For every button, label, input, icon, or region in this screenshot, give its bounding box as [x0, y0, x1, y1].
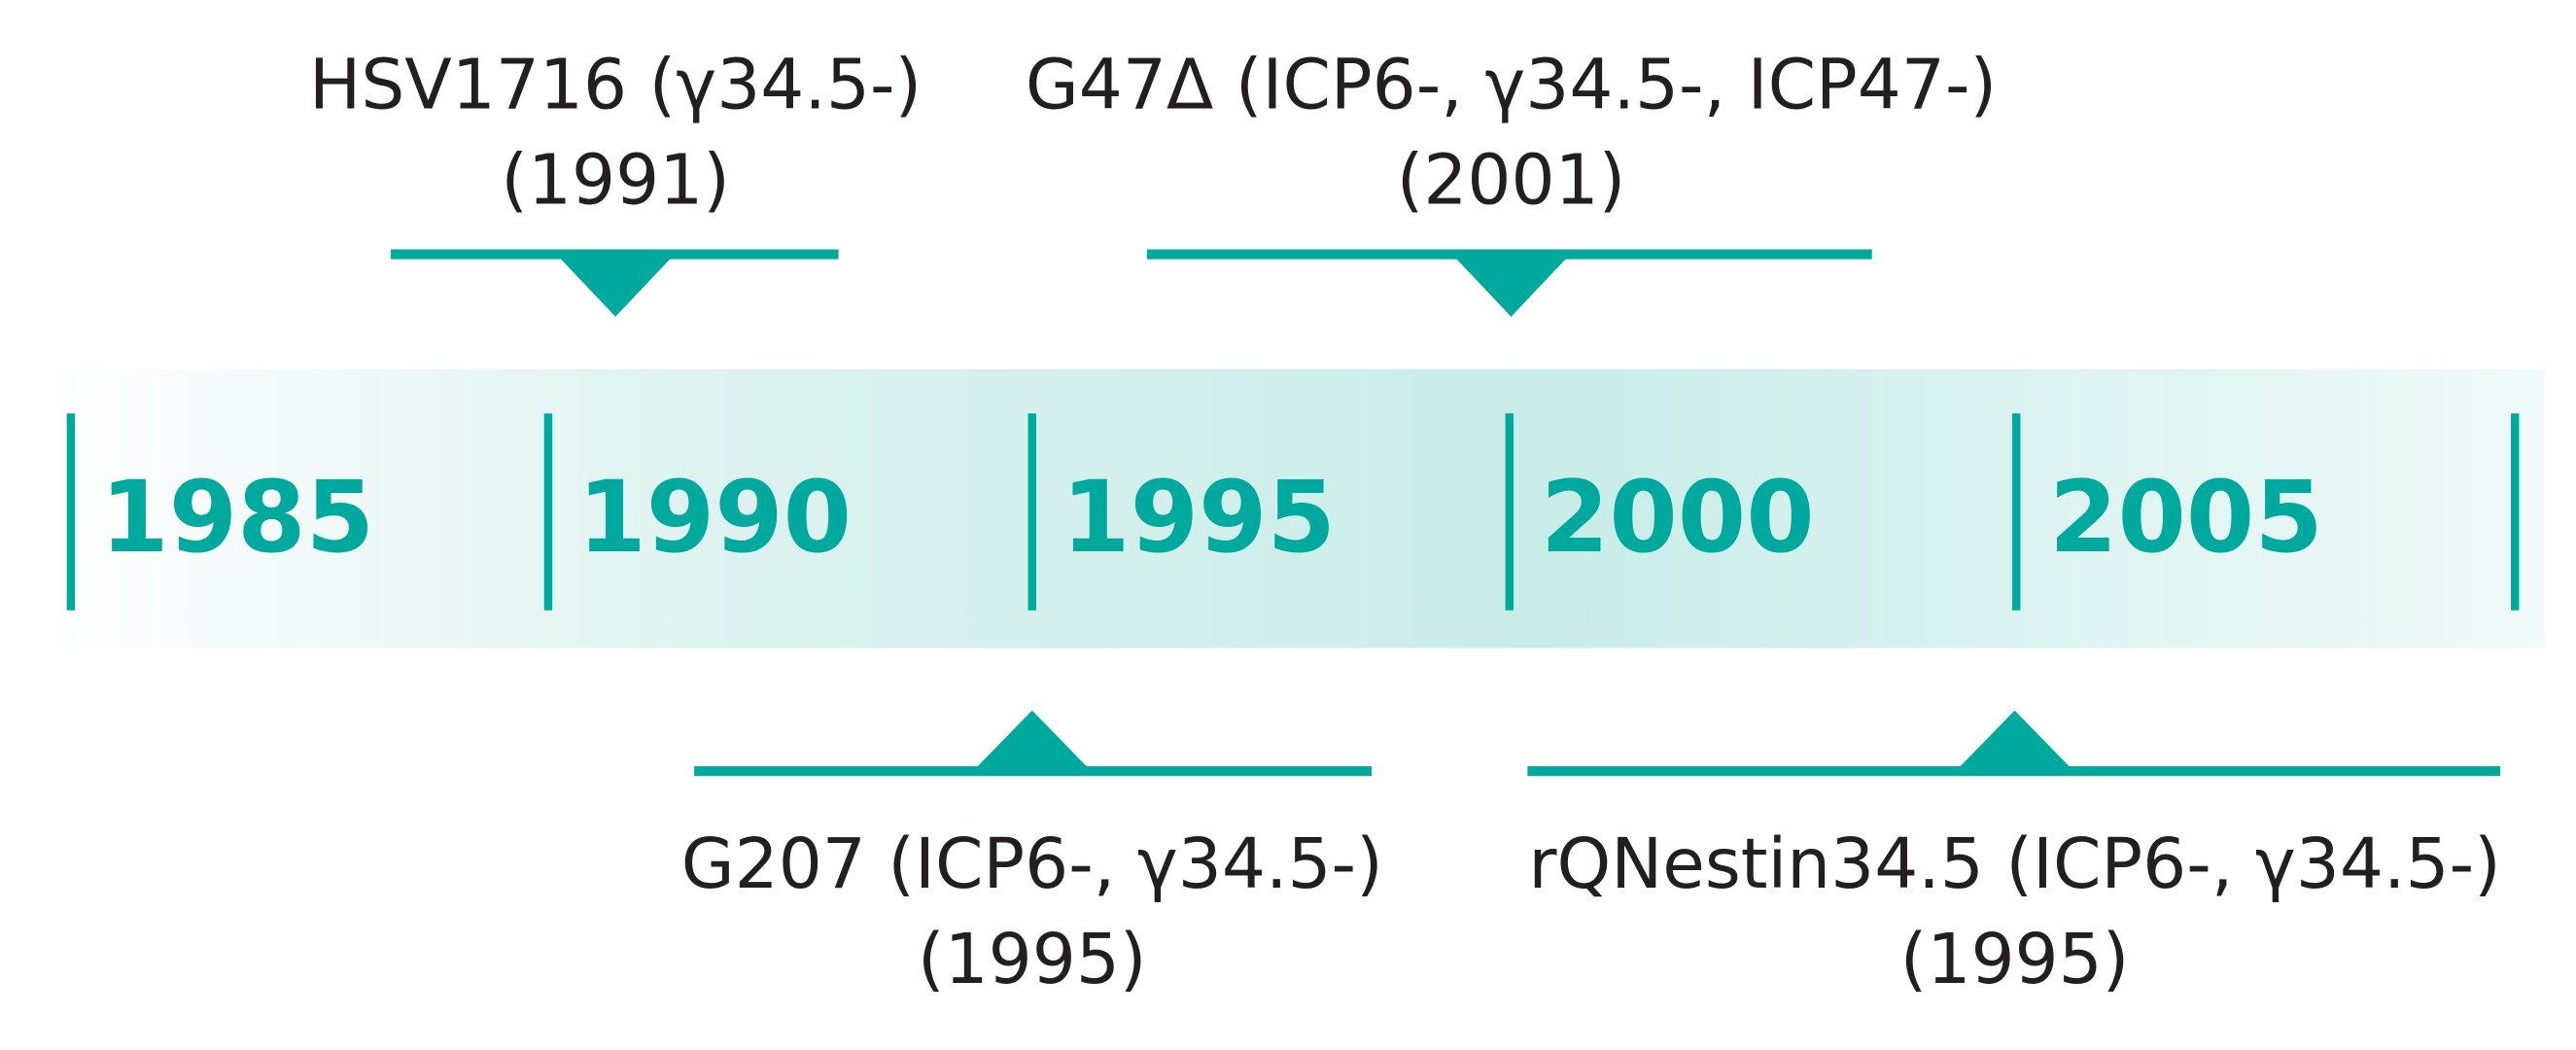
- timeline-band: [34, 368, 2545, 648]
- ticks: [66, 413, 2520, 611]
- year-label: 1995: [1062, 460, 1336, 575]
- event-label: G207 (ICP6-, γ34.5-): [681, 823, 1383, 904]
- event-marker: [556, 254, 675, 317]
- year-label: 1990: [577, 460, 852, 575]
- year-label: 2005: [2049, 460, 2323, 575]
- event-marker: [1451, 254, 1571, 317]
- event-year: (1991): [501, 139, 730, 220]
- event-year: (2001): [1397, 139, 1626, 220]
- event-label: rQNestin34.5 (ICP6-, γ34.5-): [1528, 823, 2500, 904]
- event-year: (1995): [1900, 919, 2130, 999]
- event-marker: [1955, 710, 2074, 772]
- event-year: (1995): [918, 919, 1147, 999]
- year-label: 1985: [100, 460, 374, 575]
- event-label: HSV1716 (γ34.5-): [309, 44, 922, 124]
- event-label: G47Δ (ICP6-, γ34.5-, ICP47-): [1026, 44, 1997, 124]
- event-marker: [973, 710, 1092, 772]
- year-label: 2000: [1541, 460, 1815, 575]
